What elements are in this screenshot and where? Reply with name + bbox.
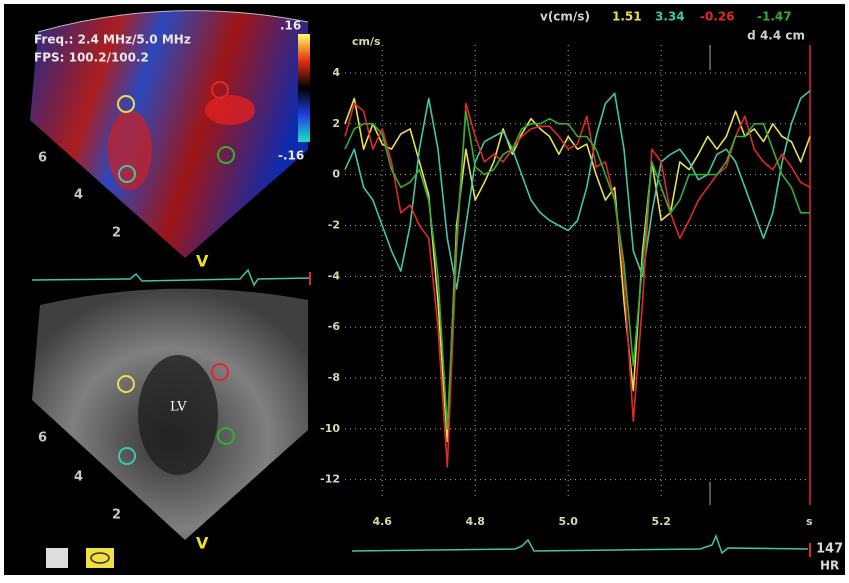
fps: FPS: 100.2/100.2 — [34, 51, 149, 65]
heart-rate: 147 — [816, 542, 843, 557]
x-axis-label: s — [806, 515, 813, 528]
depth-mark: 4 — [74, 470, 83, 485]
x-tick-label: 4.6 — [372, 515, 392, 528]
depth-mark: 4 — [74, 188, 83, 203]
x-tick-label: 4.8 — [465, 515, 485, 528]
ellipse-tool[interactable] — [86, 548, 114, 568]
depth-mark: 2 — [112, 226, 121, 241]
readout-value: 1.51 — [612, 10, 642, 24]
view-label: V — [196, 252, 209, 271]
y-tick-label: 4 — [332, 66, 340, 79]
y-tick-label: -2 — [328, 218, 340, 231]
heart-rate-label: HR — [820, 559, 839, 573]
doppler-blob — [108, 110, 152, 190]
y-tick-label: -10 — [320, 422, 340, 435]
readout-value: -0.26 — [700, 10, 735, 24]
y-tick-label: 0 — [332, 168, 340, 181]
y-tick-label: 2 — [332, 117, 340, 130]
y-tick-label: -12 — [320, 473, 340, 486]
x-tick-label: 5.2 — [651, 515, 671, 528]
scale-min: -.16 — [278, 149, 304, 163]
y-tick-label: -4 — [328, 269, 341, 282]
color-scale — [298, 34, 310, 142]
chamber-label: LV — [170, 400, 187, 415]
screen: .16 -.16 Freq.: 2.4 MHz/5.0 MHz FPS: 100… — [0, 0, 849, 579]
view-label: V — [196, 534, 209, 553]
readout-value: -1.47 — [757, 10, 792, 24]
scale-max: .16 — [280, 19, 301, 33]
distance: d 4.4 cm — [747, 29, 805, 43]
y-tick-label: -6 — [328, 320, 341, 333]
depth-mark: 6 — [38, 151, 47, 166]
depth-mark: 6 — [38, 431, 47, 446]
y-axis-label: cm/s — [352, 35, 381, 48]
doppler-blob — [205, 95, 255, 125]
readout-label: v(cm/s) — [540, 10, 590, 24]
readout-value: 3.34 — [655, 10, 685, 24]
depth-mark: 2 — [112, 508, 121, 523]
x-tick-label: 5.0 — [558, 515, 578, 528]
bmode-cavity — [138, 355, 218, 475]
y-tick-label: -8 — [328, 371, 340, 384]
frequency: Freq.: 2.4 MHz/5.0 MHz — [34, 33, 191, 47]
pen-tool[interactable] — [46, 548, 68, 568]
